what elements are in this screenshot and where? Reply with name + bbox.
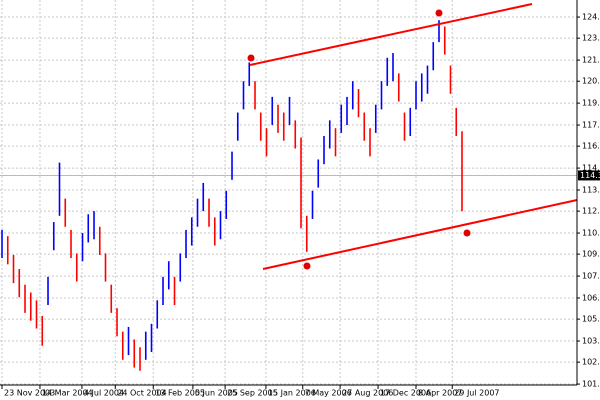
x-tick-label: 24 Oct 2004 [117, 389, 166, 398]
trend-channel [247, 3, 578, 270]
y-tick-label: 119.00 [582, 99, 600, 108]
y-tick-label: 117.60 [582, 121, 600, 130]
x-tick-label: 5 Jun 2005 [195, 389, 238, 398]
y-tick-label: 106.55 [582, 293, 600, 302]
last-price-label: 114.38 [580, 171, 600, 180]
grid [0, 0, 577, 385]
marker-dot [247, 54, 255, 62]
y-tick-label: 112.10 [582, 207, 600, 216]
y-tick-label: 101.05 [582, 380, 600, 389]
y-tick-label: 114.85 [582, 164, 600, 173]
y-tick-label: 124.50 [582, 13, 600, 22]
y-tick-label: 105.20 [582, 315, 600, 324]
marker-dot [303, 262, 311, 270]
x-tick-label: 8 Apr 2007 [418, 389, 462, 398]
marker-dot [463, 229, 471, 237]
upper-trendline [249, 3, 533, 66]
x-tick-label: 13 Feb 2005 [155, 389, 205, 398]
y-tick-label: 113.45 [582, 185, 600, 194]
marker-dot [435, 9, 443, 17]
y-tick-label: 116.25 [582, 142, 600, 151]
y-tick-label: 121.75 [582, 56, 600, 65]
x-tick-label: 7 May 2006 [305, 389, 352, 398]
x-tick-label: 27 Aug 2006 [342, 389, 393, 398]
x-tick-label: 14 Mar 2004 [42, 389, 93, 398]
y-tick-label: 110.70 [582, 229, 600, 238]
axis-labels: 124.50 123.15 121.75 120.40 119.00 117.60 116.… [1, 13, 600, 398]
lower-trendline [262, 199, 578, 270]
y-tick-label: 107.95 [582, 272, 600, 281]
x-tick-label: 17 Dec 2006 [380, 389, 431, 398]
y-tick-label: 120.40 [582, 77, 600, 86]
last-price-tag [578, 170, 600, 181]
x-tick-label: 25 Sep 2005 [227, 389, 278, 398]
x-tick-label: 4 Jul 2004 [84, 389, 124, 398]
y-tick-label: 109.35 [582, 250, 600, 259]
y-tick-label: 102.45 [582, 358, 600, 367]
y-tick-label: 123.15 [582, 34, 600, 43]
bars [1, 20, 463, 371]
x-tick-label: 23 Nov 2003 [4, 389, 55, 398]
x-tick-label: 15 Jan 2006 [268, 389, 316, 398]
y-tick-label: 103.80 [582, 337, 600, 346]
x-tick-label: 29 Jul 2007 [454, 389, 499, 398]
